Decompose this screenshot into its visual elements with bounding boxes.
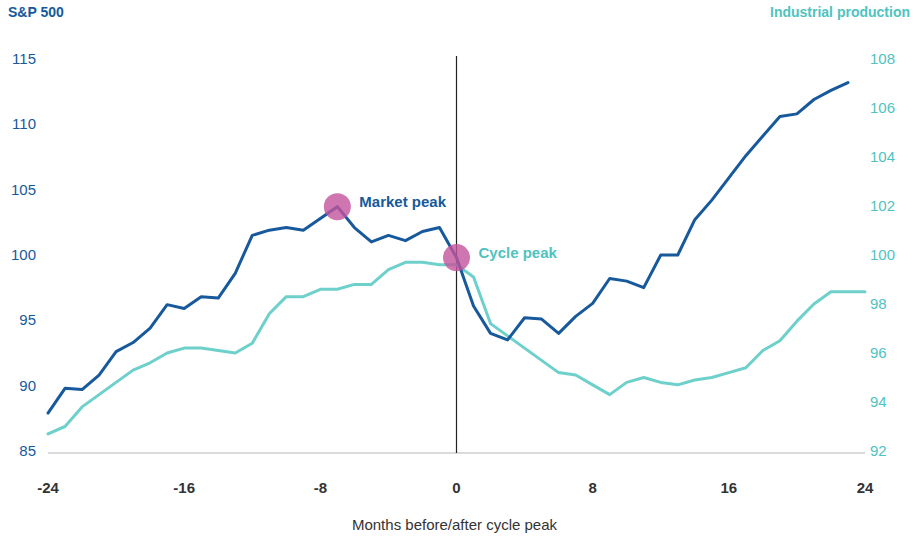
x-tick-label: 16 (720, 479, 737, 496)
x-axis-title: Months before/after cycle peak (352, 516, 558, 533)
y-tick-label: 100 (11, 246, 36, 263)
annotation-label: Market peak (359, 193, 446, 210)
y2-tick-label: 102 (870, 197, 895, 214)
y2-tick-label: 98 (870, 295, 887, 312)
x-tick-label: -16 (173, 479, 195, 496)
y2-tick-label: 96 (870, 344, 887, 361)
x-tick-label: 0 (452, 479, 460, 496)
y-tick-label: 85 (19, 442, 36, 459)
y-tick-label: 90 (19, 377, 36, 394)
y2-tick-label: 104 (870, 148, 895, 165)
x-tick-label: 24 (857, 479, 874, 496)
annotation-marker (443, 244, 470, 271)
y-tick-label: 115 (12, 50, 36, 67)
y-tick-label: 110 (12, 115, 36, 132)
plot-area (48, 56, 865, 453)
chart: S&P 500 Industrial production Months befor… (0, 0, 916, 540)
y2-tick-label: 106 (870, 99, 895, 116)
series-line (48, 262, 865, 434)
y2-axis-title: Industrial production (770, 4, 910, 20)
series-line (48, 83, 848, 414)
y-tick-label: 95 (19, 311, 36, 328)
x-tick-label: -8 (314, 479, 327, 496)
y-axis-title: S&P 500 (8, 4, 64, 20)
y2-tick-label: 92 (870, 442, 887, 459)
annotation-marker (324, 193, 351, 220)
y-tick-label: 105 (11, 181, 36, 198)
y2-tick-label: 94 (870, 393, 887, 410)
y2-tick-label: 100 (870, 246, 895, 263)
x-tick-label: 8 (588, 479, 596, 496)
x-tick-label: -24 (37, 479, 59, 496)
annotation-label: Cycle peak (479, 244, 558, 261)
y2-tick-label: 108 (870, 50, 895, 67)
